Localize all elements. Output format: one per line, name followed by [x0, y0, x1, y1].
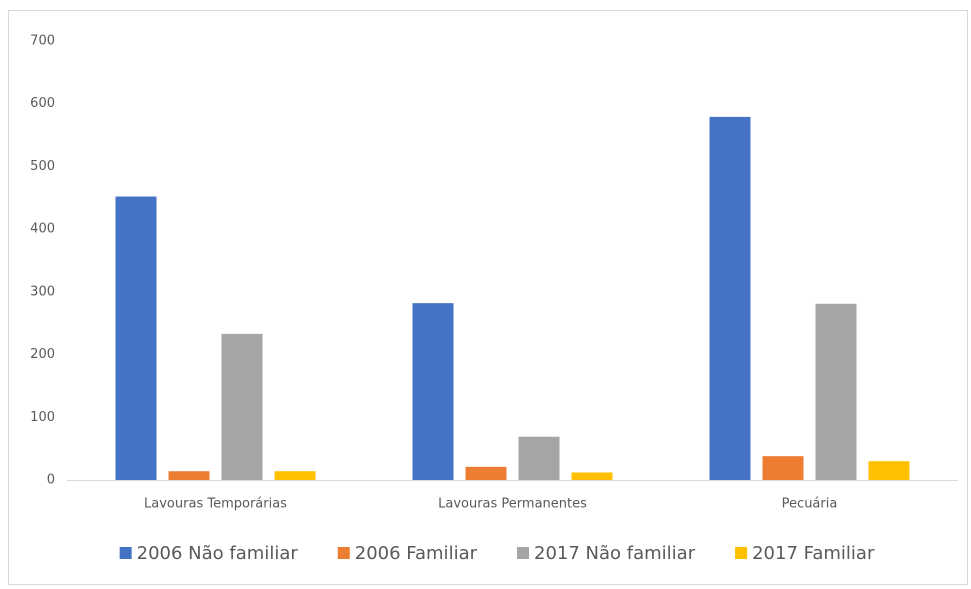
legend-label: 2006 Familiar	[355, 543, 478, 564]
bar	[412, 303, 454, 480]
bar	[274, 471, 316, 480]
bar	[709, 116, 751, 481]
legend-item: 2006 Familiar	[337, 543, 478, 564]
legend-label: 2006 Não familiar	[137, 543, 299, 564]
y-tick-label: 0	[47, 473, 55, 488]
bar	[115, 196, 157, 480]
legend-swatch	[337, 547, 350, 559]
legend-swatch	[517, 547, 529, 559]
x-tick-label: Lavouras Permanentes	[438, 497, 587, 512]
y-tick-label: 700	[30, 34, 55, 49]
x-tick-label: Pecuária	[782, 497, 838, 512]
bar	[571, 472, 613, 480]
bar	[518, 436, 560, 480]
x-tick-label: Lavouras Temporárias	[144, 497, 287, 512]
legend: 2006 Não familiar 2006 Familiar 2017 Não f…	[119, 543, 875, 564]
chart-frame	[8, 10, 968, 585]
legend-swatch	[119, 547, 132, 559]
legend-item: 2017 Familiar	[735, 543, 875, 564]
bar	[868, 461, 910, 480]
y-tick-label: 100	[30, 410, 55, 425]
y-tick-label: 500	[30, 159, 55, 174]
bar	[168, 471, 210, 480]
y-tick-label: 600	[30, 96, 55, 111]
legend-swatch	[735, 547, 748, 559]
bar	[815, 303, 857, 480]
legend-item: 2006 Não familiar	[119, 543, 299, 564]
bar	[221, 333, 263, 480]
legend-label: 2017 Não familiar	[534, 543, 696, 564]
y-tick-label: 400	[30, 222, 55, 237]
bar	[762, 456, 804, 480]
y-tick-label: 300	[30, 284, 55, 299]
bar	[465, 466, 507, 480]
legend-item: 2017 Não familiar	[517, 543, 696, 564]
y-tick-label: 200	[30, 347, 55, 362]
legend-label: 2017 Familiar	[752, 543, 875, 564]
